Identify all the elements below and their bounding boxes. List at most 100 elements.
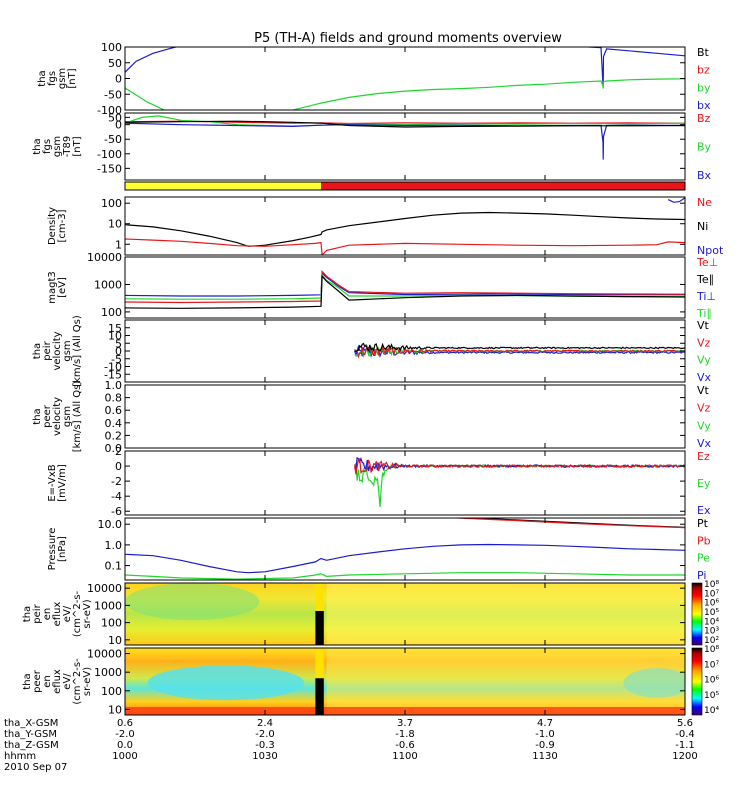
y-axis-label: [nPa] xyxy=(57,536,68,562)
y-tick-label: 100 xyxy=(101,617,122,630)
y-tick-label: 1000 xyxy=(94,666,122,679)
legend-entry: Bx xyxy=(697,169,712,182)
mode-bar-segment xyxy=(125,182,321,190)
series-group xyxy=(125,269,685,309)
y-tick-label: 10000 xyxy=(87,251,122,264)
y-tick-label: -50 xyxy=(104,88,122,101)
x-tick-label: 0.6 xyxy=(117,718,133,729)
series-line-Ey xyxy=(354,462,685,508)
series-group xyxy=(354,456,685,508)
legend-entry: Vt xyxy=(697,384,710,397)
y-axis-label: eflux xyxy=(52,669,63,694)
series-line-Vz xyxy=(354,345,685,359)
y-tick-label: 10 xyxy=(108,703,122,716)
legend-entry: bx xyxy=(697,99,711,112)
y-axis-label: (cm^2-s- xyxy=(72,658,83,705)
y-tick-label: 1 xyxy=(115,238,122,251)
x-tick-label: -1.8 xyxy=(395,729,415,740)
colorbar-label: 10⁷ xyxy=(704,589,719,599)
mode-bar-segment xyxy=(321,182,685,190)
y-tick-label: -100 xyxy=(97,104,122,117)
x-tick-label: -0.9 xyxy=(535,740,555,751)
x-tick-label: -2.0 xyxy=(255,729,275,740)
y-axis-label: eV/ xyxy=(62,605,73,622)
series-line-Te⊥ xyxy=(125,269,685,304)
spectrogram-peir_eflux xyxy=(125,583,685,645)
y-tick-label: 10 xyxy=(108,634,122,647)
y-tick-label: -15 xyxy=(104,368,122,381)
x-row-label: hhmm xyxy=(4,751,36,762)
y-tick-label: 10 xyxy=(108,330,122,343)
x-tick-label: -0.3 xyxy=(255,740,275,751)
y-axis-label: [km/s] (All Qs) xyxy=(72,315,83,387)
x-tick-label: 1100 xyxy=(392,751,417,762)
x-row-label: tha_Z-GSM xyxy=(4,740,59,751)
y-tick-label: 0.6 xyxy=(105,404,123,417)
y-axis-label: en xyxy=(42,608,53,621)
figure-title: P5 (TH-A) fields and ground moments over… xyxy=(254,31,562,46)
panel-frame xyxy=(124,196,686,256)
y-tick-label: 100 xyxy=(101,306,122,319)
legend-entry: Pe xyxy=(697,552,710,565)
panel-efield: 2 0 -2 -4 -6 E=-VxB [mV/m] Ez Ey Ex xyxy=(47,445,711,518)
x-tick-label: 1200 xyxy=(672,751,697,762)
spectrogram-peer_eflux xyxy=(125,648,685,715)
legend-entry: Te⊥ xyxy=(696,256,718,269)
y-tick-label: 1.0 xyxy=(105,539,123,552)
legend-entry: Vy xyxy=(697,354,711,367)
mode-bar-frame xyxy=(124,181,686,191)
y-axis-label: tha xyxy=(32,408,43,424)
legend-entry: Vx xyxy=(697,437,712,450)
y-axis-label: gsm xyxy=(62,406,73,427)
legend-entry: Pi xyxy=(697,569,706,582)
y-axis-label: velocity xyxy=(52,331,63,370)
series-line-Ex xyxy=(354,456,685,473)
colorbar-label: 10⁸ xyxy=(704,580,719,590)
y-tick-label: 0.8 xyxy=(105,392,123,405)
x-tick-label: 2.4 xyxy=(257,718,273,729)
y-tick-label: 10000 xyxy=(87,582,122,595)
y-axis-label: tha xyxy=(22,606,33,622)
y-tick-label: 1000 xyxy=(94,278,122,291)
colorbar-label: 10⁶ xyxy=(704,676,719,686)
y-axis-label: Pressure xyxy=(47,528,58,571)
y-tick-label: 50 xyxy=(108,57,122,70)
series-line-Pi xyxy=(125,543,685,574)
series-group xyxy=(354,342,685,359)
y-axis-label: (cm^2-s- xyxy=(72,590,83,637)
series-line-by xyxy=(125,78,685,110)
colorbar-label: 10⁷ xyxy=(704,660,719,670)
y-axis-label: [km/s] (All Qs) xyxy=(72,381,83,453)
spectrogram-gap xyxy=(315,610,324,645)
spectrogram-gap-top xyxy=(315,648,324,679)
series-line-Ti⊥ xyxy=(125,271,685,297)
x-tick-label: 1130 xyxy=(532,751,557,762)
panel-frame xyxy=(124,384,686,449)
panel-density: 100 10 1 Density [cm-3] Ne Ni Npot xyxy=(47,196,724,257)
series-group xyxy=(125,47,685,110)
series-group xyxy=(125,518,685,580)
y-axis-label: gsm xyxy=(52,136,63,157)
y-tick-label: 15 xyxy=(108,322,122,335)
y-tick-label: -4 xyxy=(111,490,122,503)
legend-entry: By xyxy=(697,141,712,154)
spectrogram-gap xyxy=(315,678,324,715)
colorbar-label: 10⁴ xyxy=(704,617,719,627)
colorbar xyxy=(691,582,703,646)
spectrogram-blob xyxy=(125,583,260,621)
legend-entry: by xyxy=(697,81,711,94)
legend-entry: Vy xyxy=(697,419,711,432)
y-axis-label: eflux xyxy=(52,602,63,627)
spectrogram-region xyxy=(326,583,685,645)
y-tick-label: 10 xyxy=(108,218,122,231)
y-axis-label: peir xyxy=(42,340,53,360)
y-tick-label: -2 xyxy=(111,475,122,488)
x-row-label: tha_X-GSM xyxy=(4,718,58,729)
y-tick-label: 0 xyxy=(115,460,122,473)
colorbar-label: 10⁴ xyxy=(704,706,719,716)
series-group xyxy=(125,115,685,160)
